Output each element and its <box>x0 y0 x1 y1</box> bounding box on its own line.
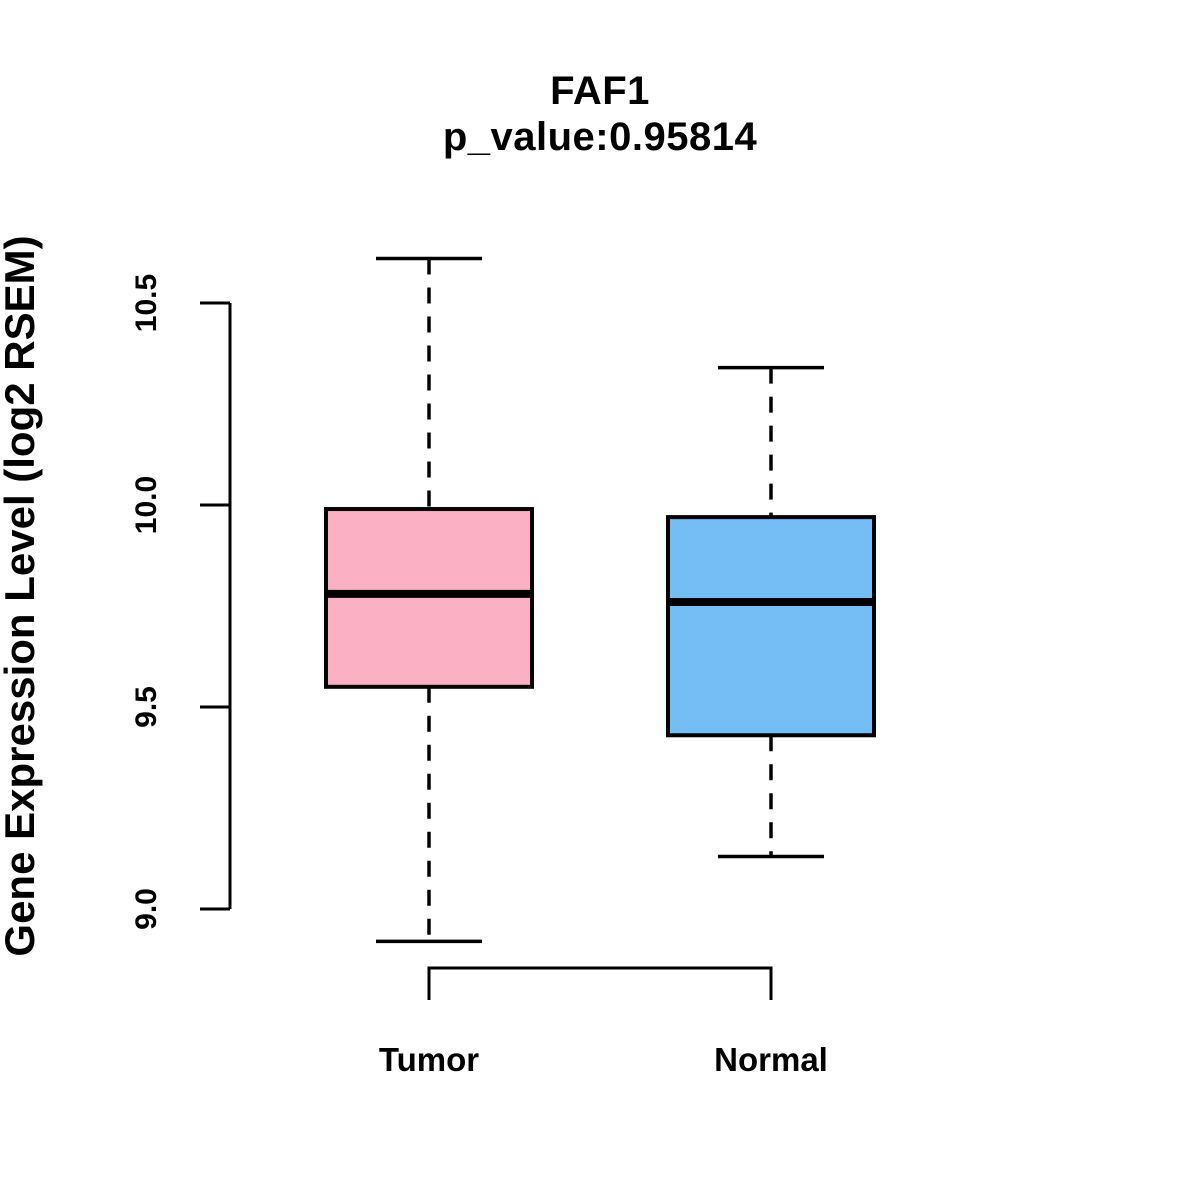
y-tick-label: 9.5 <box>130 686 163 728</box>
chart-title: FAF1 <box>550 69 650 113</box>
chart-subtitle-pvalue: p_value:0.95814 <box>442 115 758 159</box>
y-axis-label: Gene Expression Level (log2 RSEM) <box>0 235 43 956</box>
y-tick-label: 10.0 <box>130 476 163 534</box>
x-axis-bracket <box>427 966 773 1000</box>
y-tick-label: 9.0 <box>130 888 163 930</box>
y-tick-label: 10.5 <box>130 274 163 332</box>
chart-title-block: FAF1 p_value:0.95814 <box>0 68 1200 160</box>
x-category-label-tumor: Tumor <box>379 1041 479 1078</box>
box-tumor <box>324 507 534 689</box>
x-category-label-normal: Normal <box>714 1041 828 1078</box>
box-normal <box>666 515 876 738</box>
